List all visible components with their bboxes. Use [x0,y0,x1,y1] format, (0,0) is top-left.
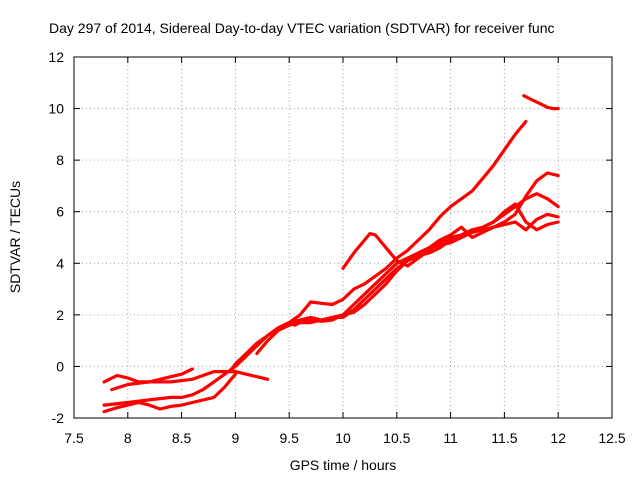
series-line-6 [255,212,560,356]
y-tick-label: 8 [56,152,64,168]
x-tick-label: 8 [124,430,132,446]
y-tick-label: -2 [52,410,65,426]
x-tick-label: 11 [443,430,458,446]
series-line-4 [102,372,237,414]
grid [74,57,612,418]
x-tick-label: 12 [550,430,566,446]
series-line-7 [293,171,560,327]
y-tick-label: 6 [56,204,64,220]
y-tick-label: 2 [56,307,64,323]
y-tick-label: 4 [56,255,64,271]
ticks: 7.5 8 8.5 9 9.5 10 10.5 11 11.5 12 12.5 -2 0 2 4 6 8 10 12 [48,49,625,446]
series-line-9 [522,94,560,111]
x-tick-label: 11.5 [491,430,517,446]
series-group [102,94,560,414]
y-tick-label: 10 [48,101,64,117]
series-line-2 [110,370,270,392]
y-axis-label: SDTVAR / TECUs [7,181,23,293]
x-axis-label: GPS time / hours [290,457,397,473]
x-tick-label: 12.5 [598,430,625,446]
x-tick-label: 9.5 [279,430,299,446]
series-line-8 [341,202,560,270]
x-tick-label: 10 [335,430,351,446]
x-tick-label: 7.5 [64,430,84,446]
y-tick-label: 12 [48,49,64,65]
x-tick-label: 9 [232,430,240,446]
x-tick-label: 10.5 [383,430,410,446]
x-tick-label: 8.5 [172,430,192,446]
series-line-3 [102,119,528,407]
chart-title: Day 297 of 2014, Sidereal Day-to-day VTE… [49,20,555,36]
y-tick-label: 0 [56,358,64,374]
